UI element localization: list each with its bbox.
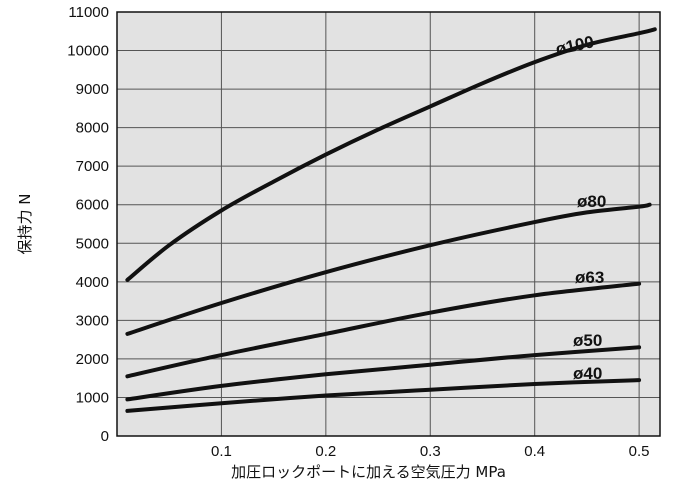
series-layer bbox=[125, 27, 657, 413]
y-tick-label: 5000 bbox=[76, 235, 109, 252]
series-label-63: ø63 bbox=[575, 268, 604, 287]
plot-area bbox=[117, 12, 660, 436]
series-line-100 bbox=[125, 27, 657, 282]
series-line-50 bbox=[125, 345, 642, 402]
y-tick-label: 6000 bbox=[76, 197, 109, 214]
x-tick-label: 0.2 bbox=[315, 443, 336, 460]
y-tick-label: 0 bbox=[101, 428, 109, 445]
y-axis-title: 保持力 N bbox=[16, 194, 34, 255]
y-tick-label: 9000 bbox=[76, 81, 109, 98]
series-line-63 bbox=[125, 281, 642, 379]
y-tick-label: 8000 bbox=[76, 120, 109, 137]
x-tick-label: 0.5 bbox=[629, 443, 650, 460]
series-label-40: ø40 bbox=[573, 364, 602, 383]
x-tick-label: 0.3 bbox=[420, 443, 441, 460]
x-tick-labels: 0.1 0.2 0.3 0.4 0.5 bbox=[211, 443, 650, 460]
y-tick-label: 3000 bbox=[76, 312, 109, 329]
y-tick-label: 11000 bbox=[68, 4, 109, 21]
plot-frame bbox=[116, 11, 661, 437]
y-tick-label: 1000 bbox=[76, 389, 109, 406]
series-label-50: ø50 bbox=[573, 331, 602, 350]
y-tick-labels: 0 1000 2000 3000 4000 5000 6000 7000 8000 9000 100… bbox=[67, 4, 109, 445]
x-tick-label: 0.1 bbox=[211, 443, 232, 460]
y-tick-label: 10000 bbox=[67, 43, 109, 60]
series-label-80: ø80 bbox=[577, 192, 606, 211]
y-tick-label: 4000 bbox=[76, 274, 109, 291]
series-line-40 bbox=[125, 378, 642, 413]
x-axis-title: 加圧ロックポートに加える空気圧力 MPa bbox=[231, 463, 506, 481]
y-tick-label: 2000 bbox=[76, 351, 109, 368]
series-line-80 bbox=[125, 202, 652, 336]
x-tick-label: 0.4 bbox=[524, 443, 545, 460]
y-tick-label: 7000 bbox=[76, 158, 109, 175]
